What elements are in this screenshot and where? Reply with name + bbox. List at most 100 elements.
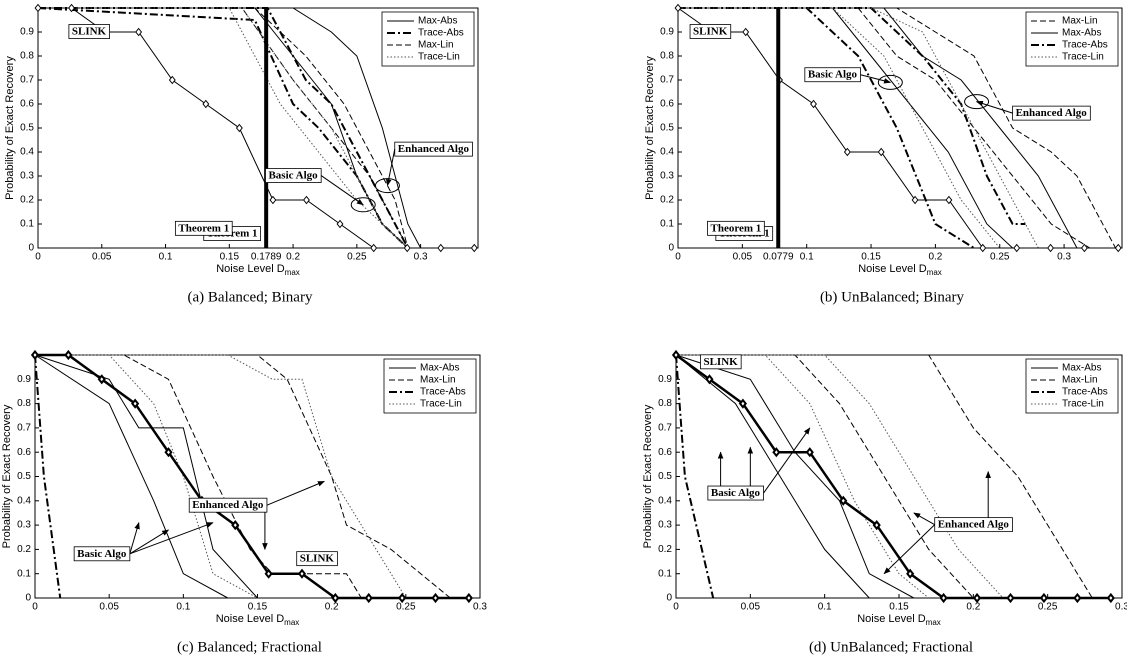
annotation: Basic Algo xyxy=(77,548,127,560)
x-tick-label: 0.25 xyxy=(990,252,1010,263)
point-marker xyxy=(34,3,42,13)
series-line xyxy=(676,354,1004,599)
y-tick-label: 0.2 xyxy=(658,544,672,555)
series-line xyxy=(676,354,930,599)
point-marker xyxy=(877,147,885,157)
series-line xyxy=(34,354,62,599)
x-axis-label: Noise Level Dmax xyxy=(216,613,300,627)
y-tick-label: 0.4 xyxy=(17,495,31,506)
y-tick-label: 0.2 xyxy=(17,544,31,555)
x-tick-label: 0.05 xyxy=(741,602,761,613)
annotation-arrow xyxy=(266,480,325,506)
legend-label: Trace-Lin xyxy=(1062,52,1104,63)
point-marker xyxy=(470,243,478,253)
y-tick-label: 0.8 xyxy=(658,398,672,409)
y-tick-label: 0.1 xyxy=(658,568,672,579)
legend-label: Max-Abs xyxy=(1062,363,1101,374)
point-marker xyxy=(805,447,814,458)
y-tick-label: 0 xyxy=(25,593,31,604)
point-marker xyxy=(1039,592,1049,604)
x-tick-label: 0.25 xyxy=(396,602,416,613)
point-marker xyxy=(738,398,747,409)
point-marker xyxy=(872,519,881,531)
y-axis-label: Probability of Exact Recovery xyxy=(644,56,656,200)
series-line xyxy=(678,7,1078,249)
annotation: Basic Algo xyxy=(268,170,318,182)
x-tick-label: 0.2 xyxy=(966,602,980,613)
x-axis-label: Noise Level Dmax xyxy=(857,613,941,627)
series-line xyxy=(678,7,1039,249)
series-line xyxy=(38,7,409,249)
y-tick-label: 0.9 xyxy=(658,374,672,385)
x-tick-label: 0 xyxy=(673,602,679,613)
series-line xyxy=(678,7,1091,249)
x-axis-label-main: Noise Level D xyxy=(857,613,926,625)
point-marker xyxy=(370,243,378,253)
series-line xyxy=(35,354,258,599)
x-tick-label: 0 xyxy=(35,252,41,263)
legend-label: Trace-Lin xyxy=(1062,399,1104,410)
x-tick-label: 0.05 xyxy=(99,602,119,613)
annotation-ellipse xyxy=(374,178,400,194)
y-tick-label: 0 xyxy=(28,243,34,254)
y-tick-label: 0.4 xyxy=(658,495,672,506)
y-tick-label: 0.4 xyxy=(660,147,674,158)
series-line xyxy=(38,7,409,249)
point-marker xyxy=(336,219,344,229)
annotation-ellipse xyxy=(350,197,376,213)
y-tick-label: 0.6 xyxy=(17,447,31,458)
point-marker xyxy=(1013,243,1021,253)
legend-label: Trace-Abs xyxy=(1062,387,1108,398)
series-line xyxy=(34,354,258,599)
y-axis-label: Probability of Exact Recovery xyxy=(4,56,16,200)
annotation: SLINK xyxy=(72,26,107,38)
series-line xyxy=(34,354,229,599)
y-tick-label: 0.6 xyxy=(20,99,34,110)
x-axis-label-sub: max xyxy=(284,618,299,627)
point-marker xyxy=(1006,592,1015,604)
point-marker xyxy=(939,592,948,604)
point-marker xyxy=(264,568,273,579)
x-tick-label: 0.2 xyxy=(286,252,300,263)
series-line xyxy=(37,7,409,249)
annotation-box xyxy=(296,551,338,567)
annotation: SLINK xyxy=(300,553,335,565)
y-tick-label: 0.5 xyxy=(658,471,672,482)
annotation-ellipse xyxy=(877,74,903,90)
x-tick-label: 0.1789 xyxy=(251,252,282,263)
x-axis-label-main: Noise Level D xyxy=(216,263,285,275)
series-line xyxy=(676,354,1093,599)
point-marker xyxy=(398,592,407,604)
point-marker xyxy=(464,592,473,604)
legend-label: Max-Abs xyxy=(418,16,457,27)
annotation: Theorem 1 xyxy=(710,222,761,234)
point-marker xyxy=(235,123,243,133)
legend-label: Max-Lin xyxy=(1062,16,1098,27)
point-marker xyxy=(231,519,240,531)
x-tick-label: 0.3 xyxy=(1057,252,1071,263)
y-tick-label: 0.6 xyxy=(658,447,672,458)
point-marker xyxy=(772,447,781,458)
point-marker xyxy=(810,99,817,109)
legend-label: Max-Abs xyxy=(420,363,459,374)
x-axis-label-main: Noise Level D xyxy=(858,263,927,275)
x-tick-label: 0.05 xyxy=(92,252,112,263)
point-marker xyxy=(1073,592,1082,604)
series-line xyxy=(678,7,1001,249)
point-marker xyxy=(839,495,848,506)
point-marker xyxy=(1106,592,1115,604)
point-marker xyxy=(30,349,40,361)
annotation: Enhanced Algo xyxy=(1016,107,1088,119)
point-marker xyxy=(168,75,176,85)
y-tick-label: 0.9 xyxy=(20,27,34,38)
series-line xyxy=(677,7,1119,249)
annotation-arrow xyxy=(883,524,936,575)
series-line xyxy=(38,7,409,249)
annotation-arrow xyxy=(975,100,1013,114)
point-marker xyxy=(972,592,982,604)
series-line xyxy=(38,7,422,249)
point-marker xyxy=(979,243,987,253)
y-tick-label: 0 xyxy=(668,243,674,254)
annotation: Enhanced Algo xyxy=(192,499,264,511)
